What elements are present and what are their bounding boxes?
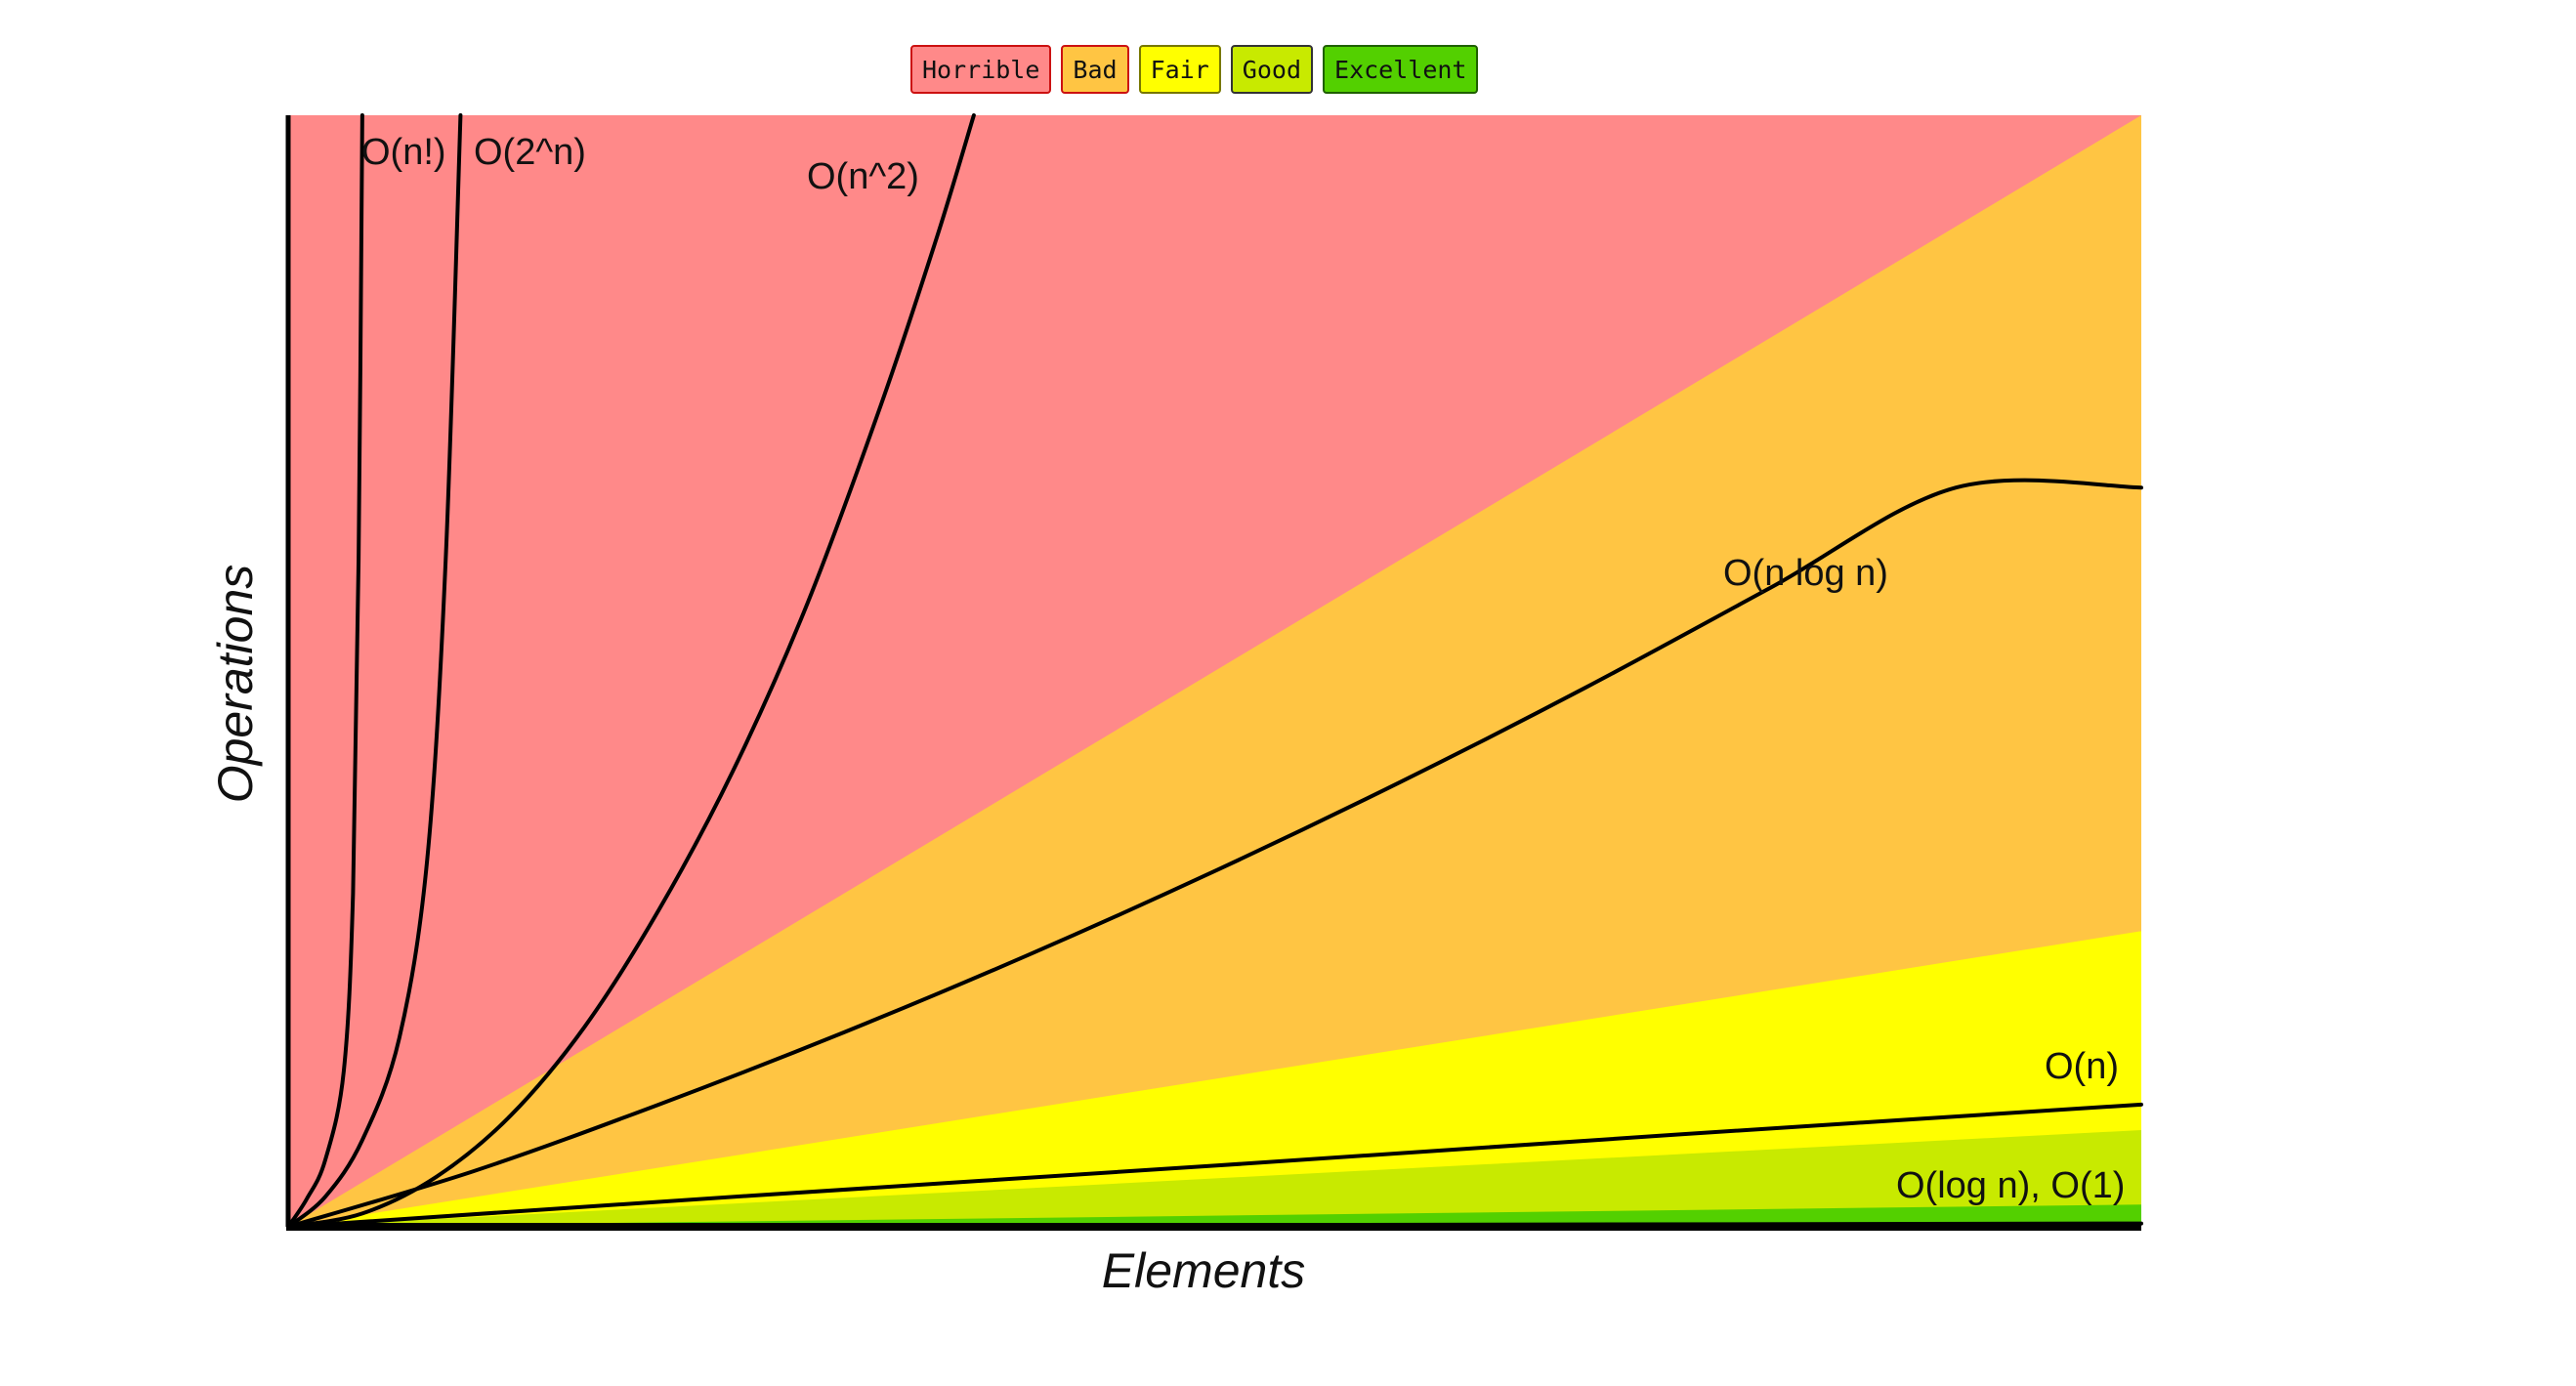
region-fair <box>288 931 2141 1227</box>
x-axis-title: Elements <box>1102 1243 1305 1298</box>
legend-horrible: Horrible <box>910 45 1052 94</box>
label-factorial: O(n!) <box>361 132 446 173</box>
curve-o-n <box>286 113 364 1229</box>
legend-fair: Fair <box>1138 45 1221 94</box>
label-linear: O(n) <box>2045 1046 2119 1087</box>
legend-excellent: Excellent <box>1323 45 1479 94</box>
region-excellent <box>288 1204 2141 1227</box>
label-quadratic: O(n^2) <box>807 156 919 197</box>
legend: Horrible Bad Fair Good Excellent <box>910 45 1479 94</box>
label-log-constant: O(log n), O(1) <box>1896 1165 2125 1206</box>
region-bad <box>288 115 2141 1227</box>
y-axis-title: Operations <box>208 565 263 804</box>
label-exponential: O(2^n) <box>474 132 586 173</box>
curve-o-2-n <box>286 113 463 1229</box>
label-n-log-n: O(n log n) <box>1723 553 1888 594</box>
curve-o-n <box>286 1102 2143 1229</box>
legend-good: Good <box>1230 45 1314 94</box>
legend-bad: Bad <box>1061 45 1129 94</box>
complexity-regions <box>288 115 2141 1227</box>
region-good <box>288 1129 2141 1227</box>
curve-o-n-2 <box>286 113 976 1229</box>
curve-o-n-log-n <box>286 478 2143 1229</box>
